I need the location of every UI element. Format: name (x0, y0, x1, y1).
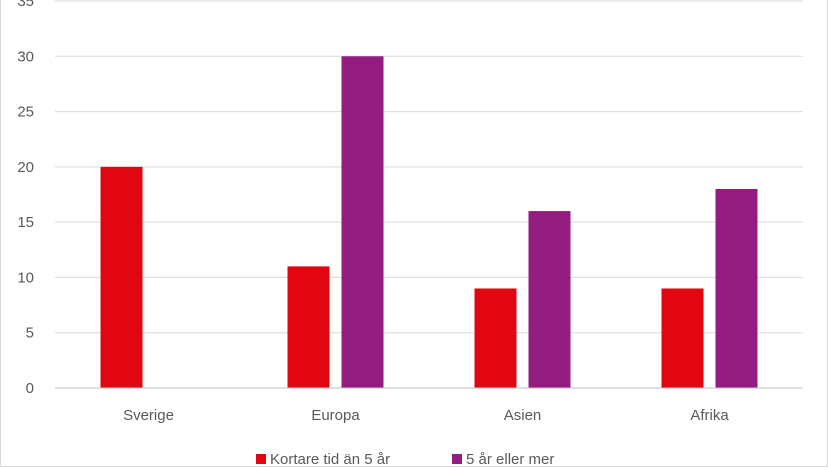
bar-asien-series-1 (474, 288, 517, 388)
legend-label: Kortare tid än 5 år (270, 451, 390, 468)
legend-swatch (452, 454, 462, 464)
y-tick-label: 0 (26, 380, 34, 397)
bar-afrika-series-1 (661, 288, 704, 388)
x-category-label: Sverige (123, 407, 174, 424)
y-tick-label: 20 (17, 159, 34, 176)
y-tick-label: 30 (17, 48, 34, 65)
x-category-label: Asien (504, 407, 542, 424)
bar-europa-series-2 (341, 56, 384, 389)
y-tick-label: 10 (17, 269, 34, 286)
x-category-label: Afrika (690, 407, 729, 424)
y-tick-label: 35 (17, 0, 34, 10)
x-axis-category-labels: Sverige Europa Asien Afrika (123, 407, 729, 424)
y-tick-label: 15 (17, 214, 34, 231)
x-category-label: Europa (311, 407, 360, 424)
y-axis-tick-labels: 0 5 10 15 20 25 30 35 (17, 0, 34, 397)
bar-sverige-series-1 (100, 166, 143, 388)
bar-asien-series-2 (528, 211, 571, 388)
gridlines (55, 0, 803, 334)
y-tick-label: 25 (17, 104, 34, 121)
legend-label: 5 år eller mer (466, 451, 554, 468)
bar-europa-series-1 (287, 266, 330, 388)
y-tick-label: 5 (26, 325, 34, 342)
bars (100, 56, 758, 389)
legend: Kortare tid än 5 år 5 år eller mer (256, 451, 554, 468)
bar-afrika-series-2 (715, 188, 758, 388)
legend-swatch (256, 454, 266, 464)
